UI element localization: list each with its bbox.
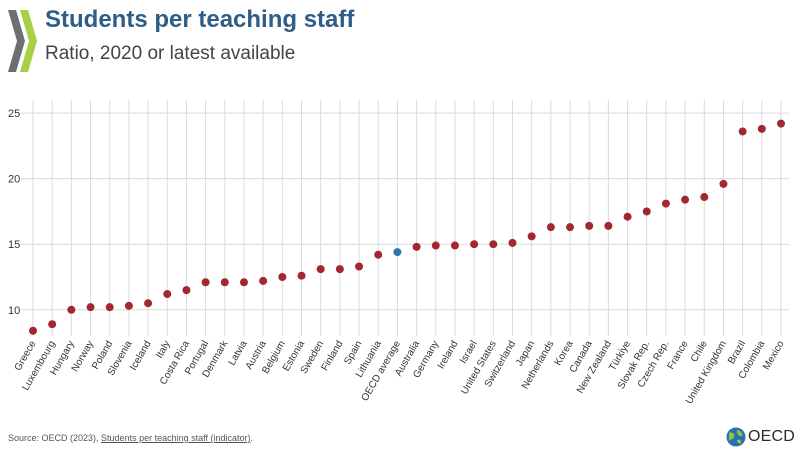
data-point: [681, 195, 690, 204]
data-point: [335, 265, 344, 274]
data-point: [124, 301, 133, 310]
y-tick-label: 25: [8, 108, 20, 120]
data-point: [527, 232, 536, 241]
data-point: [67, 305, 76, 314]
data-point: [220, 278, 229, 287]
globe-icon: [726, 427, 746, 447]
y-tick-label: 20: [8, 174, 20, 186]
data-point: [642, 207, 651, 216]
data-point: [719, 179, 728, 188]
oecd-chevrons-icon: [8, 10, 37, 72]
data-point: [604, 221, 613, 230]
data-point: [48, 320, 57, 329]
source-link[interactable]: Students per teaching staff (indicator): [101, 433, 251, 443]
data-point: [105, 303, 114, 312]
data-point: [182, 286, 191, 295]
source-suffix: .: [250, 433, 253, 443]
data-point: [86, 303, 95, 312]
data-point: [450, 241, 459, 250]
y-tick-label: 15: [8, 239, 20, 251]
data-point: [738, 127, 747, 136]
source-note: Source: OECD (2023), Students per teachi…: [8, 433, 253, 443]
data-point: [585, 221, 594, 230]
data-point: [470, 240, 479, 249]
data-point: [546, 223, 555, 232]
data-point: [700, 193, 709, 202]
chart-subtitle: Ratio, 2020 or latest available: [45, 43, 296, 64]
data-point: [777, 119, 785, 128]
highlight-point: [393, 248, 402, 257]
data-point: [508, 238, 517, 247]
data-point: [412, 242, 421, 251]
data-point: [297, 271, 306, 280]
data-point: [374, 250, 383, 259]
data-point: [355, 262, 364, 271]
oecd-wordmark: OECD: [748, 428, 796, 445]
data-point: [163, 290, 172, 299]
data-point: [144, 299, 153, 308]
source-prefix: Source: OECD (2023),: [8, 433, 102, 443]
chart-title: Students per teaching staff: [45, 6, 355, 33]
data-point: [29, 326, 37, 335]
data-point: [431, 241, 440, 250]
x-tick-label: Italy: [154, 339, 173, 360]
data-point: [201, 278, 210, 287]
data-point: [566, 223, 575, 232]
data-point: [278, 273, 287, 281]
y-tick-label: 10: [8, 305, 20, 317]
data-point: [316, 265, 325, 274]
data-point: [259, 276, 268, 285]
data-point: [757, 124, 766, 133]
data-point: [661, 199, 670, 208]
data-point: [489, 240, 498, 249]
oecd-logo: OECD: [726, 426, 795, 448]
chart-header: Students per teaching staff Ratio, 2020 …: [0, 0, 810, 80]
data-point: [623, 212, 632, 221]
data-point: [239, 278, 248, 287]
